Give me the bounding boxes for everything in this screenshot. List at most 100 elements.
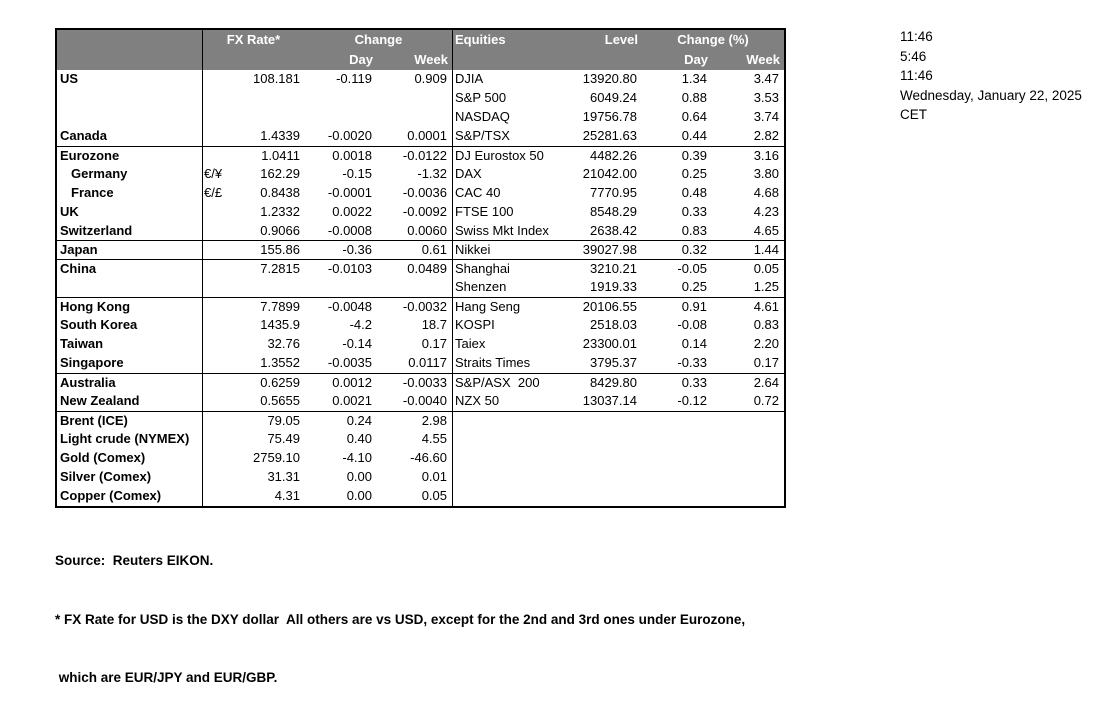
cell-pair [202,108,234,127]
cell-eqweek: 0.72 [753,392,779,408]
header-spacer [57,50,202,70]
column-divider-left [202,30,203,506]
table-row: France €/£ 0.8438 -0.0001 -0.0036 CAC 40 7770.… [57,184,784,203]
cell-name: New Zealand [60,392,140,408]
cell-day: -4.10 [342,449,372,465]
cell-week: 0.01 [421,468,447,484]
cell-fx [234,108,305,127]
cell-pair [202,70,234,89]
cell-pair [202,260,234,278]
table-row: Hong Kong 7.7899 -0.0048 -0.0032 Hang Seng 20… [57,297,784,316]
cell-eq: Swiss Mkt Index [455,222,549,238]
cell-day: -0.0048 [327,299,372,315]
header-fx-rate: FX Rate* [226,32,281,47]
cell-eqday: -0.33 [677,355,707,371]
cell-eq [452,449,557,468]
table-row: Singapore 1.3552 -0.0035 0.0117 Straits Time… [57,354,784,373]
cell-name [57,278,202,297]
cell-fx: 4.31 [274,487,300,503]
footnote-line-2: which are EUR/JPY and EUR/GBP. [55,670,278,685]
cell-fx: 1.3552 [260,355,300,371]
cell-pair [202,412,234,430]
cell-eq [452,468,557,487]
cell-level: 21042.00 [582,165,637,181]
cell-eqweek [712,449,784,468]
cell-week: -0.0040 [402,392,447,408]
cell-pair [202,468,234,487]
cell-pair: €/£ [204,184,223,200]
cell-eqweek: 2.20 [753,336,779,352]
cell-fx: 1.0411 [261,147,300,163]
cell-fx: 108.181 [253,71,300,86]
cell-pair [202,89,234,108]
cell-eqweek: 0.05 [753,261,779,277]
cell-eqweek: 2.82 [753,127,779,143]
cell-pair [202,430,234,449]
cell-eqweek: 4.65 [753,222,779,238]
cell-fx [234,278,305,297]
cell-name: Eurozone [60,147,120,163]
cell-fx [234,89,305,108]
cell-eqday: 0.88 [681,89,707,105]
table-row: Silver (Comex) 31.31 0.00 0.01 [57,468,784,487]
cell-name: South Korea [60,317,138,333]
cell-eq [452,430,557,449]
cell-week: 0.0001 [407,127,447,143]
cell-day [305,108,377,127]
table-row: New Zealand 0.5655 0.0021 -0.0040 NZX 50 1303… [57,392,784,411]
table-row: Shenzen 1919.33 0.25 1.25 [57,278,784,297]
cell-fx: 75.49 [267,430,300,446]
cell-name: UK [60,203,79,219]
cell-name: Germany [71,165,128,181]
cell-level: 3795.37 [590,355,637,371]
cell-pair: €/¥ [204,165,223,181]
cell-level: 20106.55 [582,299,637,315]
footnote-line-1: * FX Rate for USD is the DXY dollar All … [55,611,746,627]
cell-fx: 31.31 [267,468,300,484]
fx-equities-table: FX Rate* Change Equities Level Change (%… [55,28,786,508]
cell-name: Japan [60,242,98,258]
cell-week: 4.55 [421,430,447,446]
cell-pair [202,278,234,297]
cell-week: -0.0032 [402,299,447,315]
cell-eqweek: 3.80 [753,165,779,181]
cell-day: -0.0001 [327,184,372,200]
cell-day: -0.14 [342,336,372,352]
cell-eqday [642,468,712,487]
cell-eq: DAX [455,165,482,181]
cell-day: -0.0020 [327,127,372,143]
footnote-block: Source: Reuters EIKON. * FX Rate for USD… [55,512,745,707]
cell-name: US [60,71,79,86]
cell-eq: Straits Times [455,355,531,371]
cell-level: 13037.14 [582,392,637,408]
cell-eqday: -0.08 [677,317,707,333]
cell-pair [202,335,234,354]
table-row: US 108.181 -0.119 0.909 DJIA 13920.80 1.34 3.47 [57,70,784,89]
cell-eqday [642,449,712,468]
cell-eq: S&P 500 [455,89,507,105]
cell-eqday: 0.39 [681,147,707,163]
cell-eqweek [712,412,784,430]
cell-eqday: 0.33 [681,203,707,219]
cell-eq: Shenzen [455,279,507,295]
cell-pair [202,147,234,165]
cell-week: 0.17 [421,336,447,352]
timestamp-line: Wednesday, January 22, 2025 [900,87,1082,103]
cell-pair [202,392,234,411]
cell-fx: 1.2332 [260,203,300,219]
header-eq-day: Day [684,52,708,67]
cell-fx: 162.29 [260,165,300,181]
cell-level: 7770.95 [590,184,637,200]
cell-fx: 32.76 [267,336,300,352]
cell-day: -0.15 [342,165,372,181]
timestamp-line: 11:46 [900,29,933,44]
cell-eqweek: 2.64 [753,375,779,390]
cell-name: China [60,261,97,277]
cell-name: Australia [60,375,116,390]
header-change: Change [354,32,403,47]
cell-eq: KOSPI [455,317,495,333]
cell-week: 0.0060 [407,222,447,238]
cell-eqweek: 4.68 [753,184,779,200]
cell-fx: 7.2815 [260,261,300,277]
table-row: China 7.2815 -0.0103 0.0489 Shanghai 3210.21 -… [57,259,784,278]
